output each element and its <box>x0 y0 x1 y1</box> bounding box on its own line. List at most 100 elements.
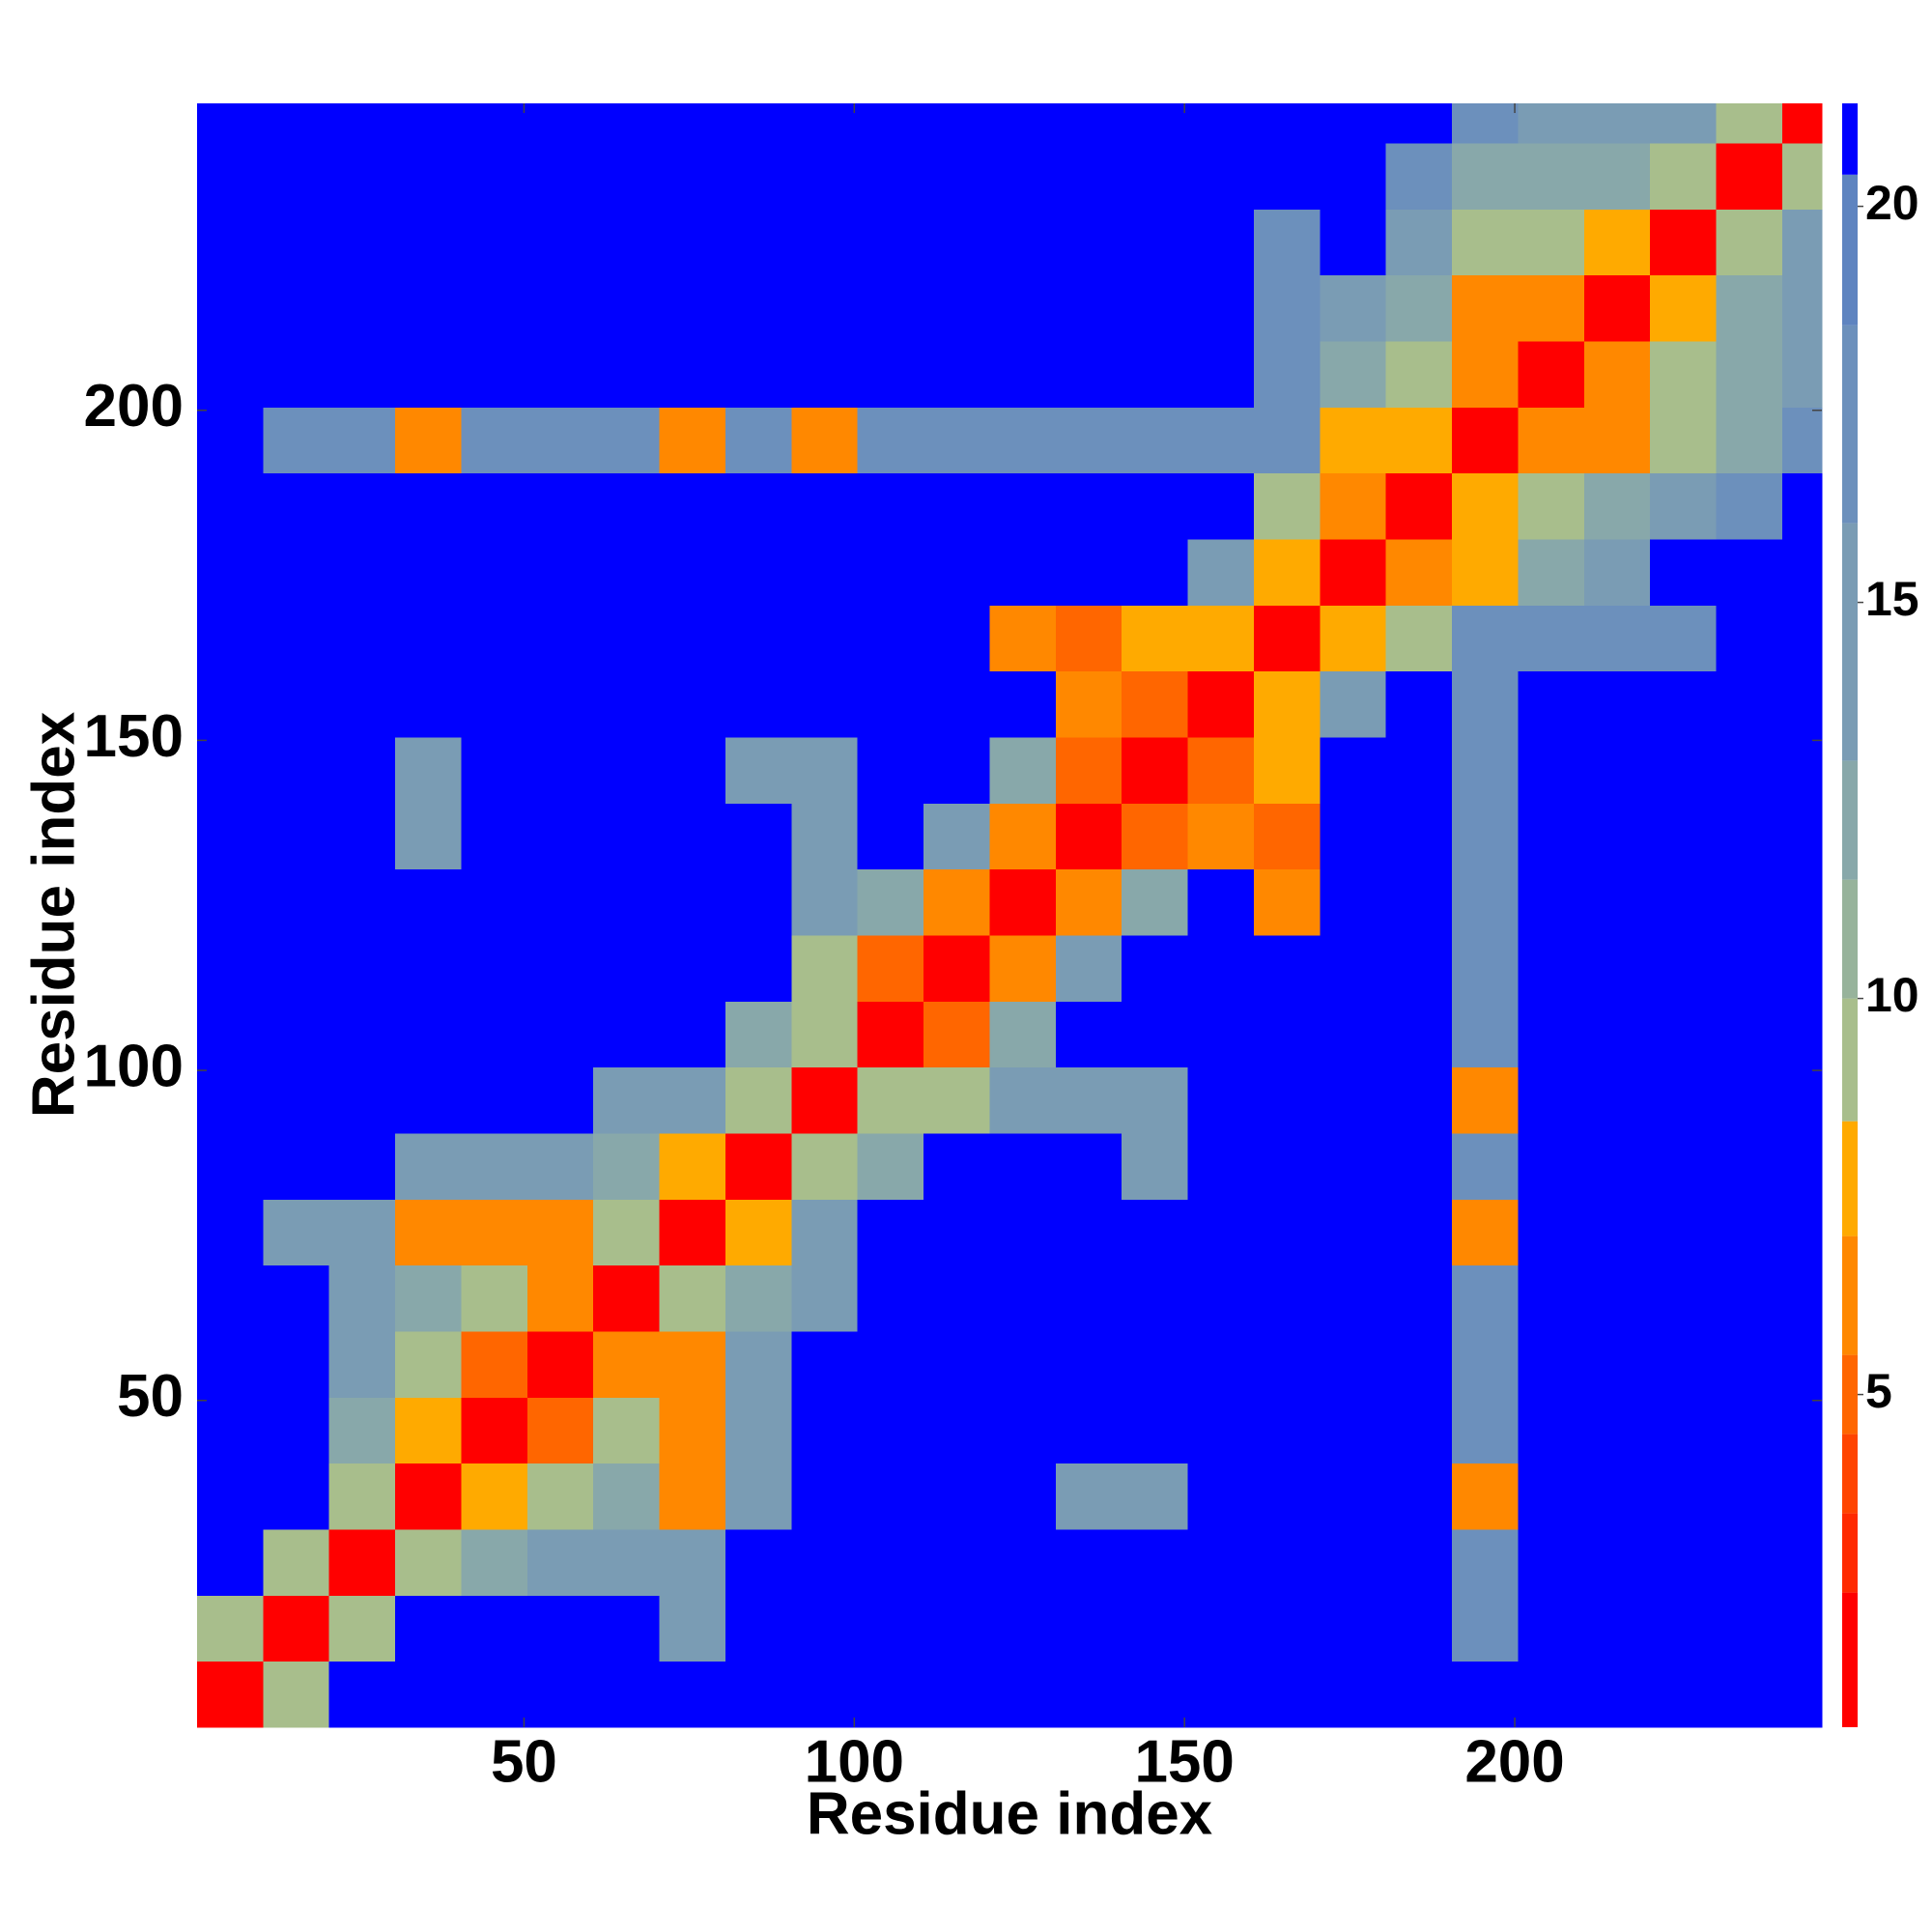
cell <box>1055 1463 1122 1530</box>
cell <box>593 1529 661 1596</box>
cell <box>526 1066 594 1134</box>
cell <box>461 407 528 474</box>
cell <box>593 209 661 276</box>
cell <box>1781 274 1823 342</box>
cell <box>1716 539 1783 606</box>
cell <box>1518 935 1585 1002</box>
cell <box>593 341 661 408</box>
cell <box>1583 341 1651 408</box>
cell <box>1650 103 1718 144</box>
cell <box>1253 1397 1321 1464</box>
cell <box>923 1463 990 1530</box>
cell <box>461 209 528 276</box>
cell <box>989 670 1057 738</box>
cell <box>328 935 396 1002</box>
cell <box>593 1066 661 1134</box>
cell <box>659 407 726 474</box>
cell <box>593 539 661 606</box>
cell <box>1187 1001 1255 1068</box>
cell <box>1650 737 1718 804</box>
cell <box>197 472 264 540</box>
cell <box>724 1199 792 1266</box>
cell <box>328 1001 396 1068</box>
cell <box>328 143 396 210</box>
cell <box>1253 143 1321 210</box>
cell <box>1385 103 1453 144</box>
cell <box>989 539 1057 606</box>
cell <box>1518 274 1585 342</box>
cell <box>659 1463 726 1530</box>
cell <box>263 1595 330 1662</box>
cell <box>461 472 528 540</box>
cell <box>526 1331 594 1398</box>
cell <box>1452 1066 1519 1134</box>
cell <box>1385 209 1453 276</box>
cell <box>1781 1529 1823 1596</box>
cell <box>1716 605 1783 672</box>
cell <box>659 868 726 936</box>
cell <box>1122 1661 1189 1728</box>
cell <box>328 209 396 276</box>
cell <box>1452 1001 1519 1068</box>
cell <box>659 539 726 606</box>
cell <box>1320 1264 1387 1332</box>
cell <box>1253 341 1321 408</box>
cell <box>857 1133 924 1200</box>
cell <box>197 803 264 870</box>
cell <box>263 605 330 672</box>
colorbar-segment <box>1842 1236 1858 1355</box>
cell <box>989 103 1057 144</box>
cell <box>1583 1001 1651 1068</box>
cell <box>1716 1331 1783 1398</box>
cell <box>923 1529 990 1596</box>
colorbar-tick-label: 15 <box>1865 572 1919 626</box>
cell <box>1320 274 1387 342</box>
cell <box>1122 935 1189 1002</box>
cell <box>1055 341 1122 408</box>
cell <box>1122 737 1189 804</box>
cell <box>659 1264 726 1332</box>
cell <box>923 670 990 738</box>
cell <box>724 1463 792 1530</box>
cell <box>1650 1001 1718 1068</box>
cell <box>1518 1595 1585 1662</box>
cell <box>659 341 726 408</box>
cell <box>857 935 924 1002</box>
cell <box>197 407 264 474</box>
cell <box>1055 803 1122 870</box>
cell <box>1320 103 1387 144</box>
cell <box>197 1066 264 1134</box>
cell <box>724 103 792 144</box>
cell <box>791 605 859 672</box>
cell <box>1187 103 1255 144</box>
cell <box>1253 605 1321 672</box>
cell <box>857 737 924 804</box>
cell <box>1385 1595 1453 1662</box>
cell <box>857 1331 924 1398</box>
cell <box>1385 407 1453 474</box>
cell <box>923 1001 990 1068</box>
x-tick-label: 200 <box>1464 1728 1564 1795</box>
cell <box>1055 1199 1122 1266</box>
cell <box>659 472 726 540</box>
cell <box>857 803 924 870</box>
cell <box>1716 803 1783 870</box>
cell <box>724 1001 792 1068</box>
cell <box>1187 1661 1255 1728</box>
cell <box>659 1133 726 1200</box>
colorbar-segment <box>1842 523 1858 761</box>
cell <box>593 1133 661 1200</box>
cell <box>1320 1001 1387 1068</box>
cell <box>1055 274 1122 342</box>
cell <box>395 935 462 1002</box>
cell <box>593 605 661 672</box>
cell <box>659 803 726 870</box>
cell <box>1518 1264 1585 1332</box>
cell <box>1781 209 1823 276</box>
cell <box>989 1133 1057 1200</box>
cell <box>857 1066 924 1134</box>
cell <box>724 407 792 474</box>
cell <box>1518 737 1585 804</box>
cell <box>328 737 396 804</box>
cell <box>1716 1066 1783 1134</box>
